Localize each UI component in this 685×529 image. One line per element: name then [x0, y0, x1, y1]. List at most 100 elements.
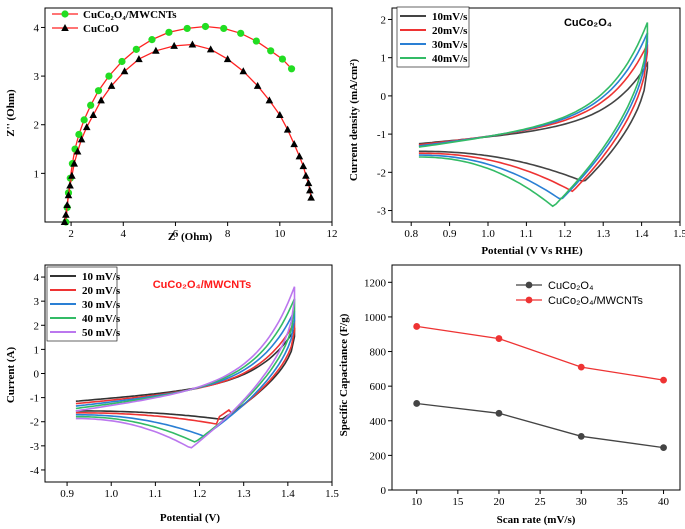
data-point	[287, 65, 296, 73]
legend-marker	[61, 24, 69, 31]
data-point	[660, 444, 667, 451]
legend-label: 20mV/s	[432, 25, 468, 37]
y-tick-label: 1000	[364, 312, 387, 324]
panel-1: 0.8 0.9 1.0 1.1 1.2 1.3 1.4 1.5 -3 -2 -1 0 1 2 Potenti…	[348, 6, 685, 257]
y-tick-label: 4	[34, 22, 40, 34]
x-tick-label: 12	[327, 228, 338, 240]
y-tick-label: 1	[34, 168, 40, 180]
data-point	[64, 191, 73, 199]
series-line-0	[65, 25, 293, 223]
data-point	[267, 47, 275, 55]
legend-label: 40mV/s	[432, 53, 468, 65]
series-line-1	[63, 43, 312, 223]
x-tick-label: 1.2	[193, 488, 207, 500]
panel-3: 10 15 20 25 30 35 40020040060080010001200Scan …	[338, 264, 681, 526]
data-point	[165, 28, 173, 36]
x-tick-label: 30	[576, 496, 588, 508]
data-point	[239, 67, 248, 75]
x-tick-label: 0.8	[404, 228, 418, 240]
x-tick-label: 1.3	[237, 488, 251, 500]
y-tick-label: 3	[34, 71, 40, 83]
x-tick-label: 1.4	[635, 228, 649, 240]
legend-label: CuCoO	[83, 23, 120, 35]
series-line-0	[416, 402, 664, 449]
data-point	[206, 45, 215, 53]
data-point	[413, 323, 421, 330]
legend-marker	[525, 281, 533, 289]
y-tick-label: 2	[34, 120, 40, 132]
data-point	[306, 186, 314, 194]
x-tick-label: 20	[493, 496, 505, 508]
y-axis-label: Z'' (Ohm)	[5, 89, 17, 137]
y-tick-label: 400	[370, 416, 387, 428]
x-axis-label: Z' (Ohm)	[168, 231, 213, 243]
data-point	[299, 162, 308, 170]
data-point	[152, 46, 160, 54]
series-line-3	[418, 22, 649, 208]
legend-label: 40 mV/s	[82, 313, 121, 325]
x-tick-label: 1.5	[325, 488, 339, 500]
y-tick-label: 3	[34, 296, 40, 308]
y-tick-label: -2	[30, 417, 39, 429]
y-axis-label: Specific Capacitance (F/g)	[338, 313, 350, 436]
data-point	[170, 41, 178, 49]
x-tick-label: 4	[121, 228, 127, 240]
legend-label: 30 mV/s	[82, 299, 121, 311]
x-tick-label: 1.3	[596, 228, 610, 240]
legend-label: 30mV/s	[432, 39, 468, 51]
data-point	[60, 218, 69, 225]
series-line-1	[75, 320, 296, 425]
data-point	[82, 123, 91, 131]
x-tick-label: 2	[68, 228, 74, 240]
y-tick-label: -2	[377, 167, 386, 179]
data-point	[80, 116, 88, 124]
y-tick-label: 2	[34, 320, 40, 332]
y-tick-label: 600	[370, 381, 387, 393]
data-point	[252, 37, 260, 45]
data-point	[283, 125, 292, 133]
data-point	[577, 363, 585, 371]
data-point	[148, 36, 156, 44]
y-tick-label: -4	[30, 465, 40, 477]
legend-label: CuCo₂O₄/MWCNTs	[548, 295, 643, 307]
series-line-1	[416, 325, 664, 381]
x-axis-label: Potential (V)	[160, 512, 221, 524]
x-tick-label: 10	[274, 228, 286, 240]
y-tick-label: 200	[370, 450, 387, 462]
series-line-2	[75, 310, 296, 438]
data-point	[660, 376, 667, 384]
y-tick-label: -3	[377, 206, 387, 218]
data-point	[135, 55, 143, 63]
data-point	[118, 57, 126, 66]
chart-title: CuCo₂O₄/MWCNTs	[153, 279, 252, 291]
x-tick-label: 1.2	[558, 228, 572, 240]
y-tick-label: 800	[370, 347, 387, 359]
data-point	[188, 40, 197, 48]
data-point	[304, 179, 313, 187]
plot-frame	[44, 7, 333, 223]
data-point	[132, 45, 140, 53]
data-point	[87, 101, 95, 109]
data-point	[413, 400, 421, 407]
y-tick-label: -1	[30, 393, 39, 405]
data-point	[223, 55, 232, 63]
plot-frame	[391, 7, 681, 223]
data-point	[253, 81, 262, 89]
legend: CuCo₂O₄ CuCo₂O₄/MWCNTs	[516, 280, 643, 307]
data-point	[265, 96, 274, 104]
data-point	[220, 24, 228, 33]
x-tick-label: 40	[658, 496, 670, 508]
data-point	[577, 432, 585, 440]
data-point	[107, 81, 116, 89]
data-point	[68, 171, 76, 179]
y-axis-label: Current density (mA/cm²)	[348, 59, 360, 182]
data-point	[307, 193, 315, 201]
data-point	[63, 200, 71, 208]
panel-2: 0.9 1.0 1.1 1.2 1.3 1.4 1.5 -4 -3 -2 -1 0 1 2 3 4 Potent…	[5, 264, 339, 524]
y-tick-label: 4	[34, 272, 40, 284]
data-point	[295, 152, 304, 160]
y-tick-label: 1	[34, 344, 40, 356]
data-point	[105, 72, 113, 80]
